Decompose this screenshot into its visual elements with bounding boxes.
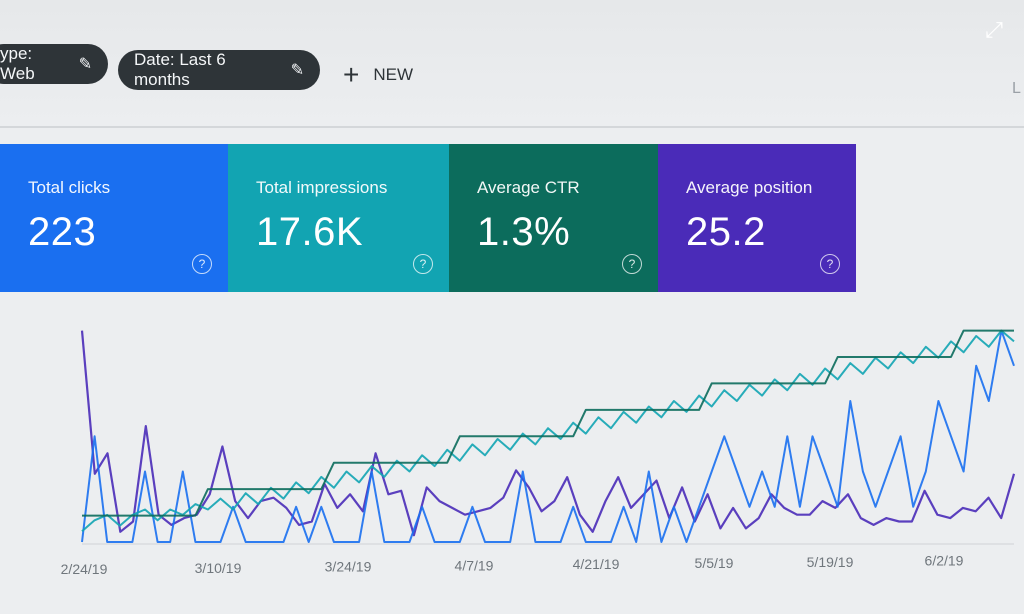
new-filter-button[interactable]: + NEW bbox=[343, 60, 413, 90]
toolbar-divider bbox=[0, 126, 1024, 128]
filter-chip-date-label: Date: Last 6 months bbox=[134, 50, 226, 89]
card-average-ctr[interactable]: Average CTR 1.3% ? bbox=[449, 144, 658, 292]
card-label: Average position bbox=[686, 178, 813, 197]
x-tick-label: 4/21/19 bbox=[573, 556, 620, 572]
x-tick-label: 3/24/19 bbox=[325, 559, 372, 575]
card-total-impressions[interactable]: Total impressions 17.6K ? bbox=[228, 144, 449, 292]
series-line-2 bbox=[81, 329, 1015, 532]
card-value: 1.3% bbox=[477, 210, 571, 254]
x-tick-label: 2/24/19 bbox=[61, 561, 108, 577]
x-tick-label: 6/2/19 bbox=[925, 553, 964, 569]
right-hint-text: L bbox=[1012, 80, 1021, 97]
filter-chip-type[interactable]: ype: Web ✎ bbox=[0, 44, 108, 84]
card-average-position[interactable]: Average position 25.2 ? bbox=[658, 144, 856, 292]
help-circle-icon[interactable]: ? bbox=[622, 254, 642, 274]
x-tick-label: 4/7/19 bbox=[455, 557, 494, 573]
card-value: 25.2 bbox=[686, 210, 766, 254]
help-circle-icon[interactable]: ? bbox=[820, 254, 840, 274]
card-label: Average CTR bbox=[477, 178, 580, 197]
metric-cards: Total clicks 223 ? Total impressions 17.… bbox=[0, 144, 860, 294]
series-line-3 bbox=[82, 329, 1014, 517]
x-tick-label: 3/10/19 bbox=[195, 560, 242, 576]
filter-chip-date[interactable]: Date: Last 6 months ✎ bbox=[118, 50, 320, 90]
performance-chart: 2/24/19 3/10/19 3/24/19 4/7/19 4/21/19 5/5/19… bbox=[0, 296, 1024, 609]
card-value: 223 bbox=[28, 210, 97, 254]
x-tick-label: 5/5/19 bbox=[695, 555, 734, 571]
series-line-1 bbox=[81, 329, 1015, 543]
filter-chip-type-label: ype: Web bbox=[0, 44, 35, 83]
card-label: Total impressions bbox=[256, 178, 388, 197]
card-total-clicks[interactable]: Total clicks 223 ? bbox=[0, 144, 228, 292]
x-tick-label: 5/19/19 bbox=[807, 554, 854, 570]
pencil-icon: ✎ bbox=[78, 56, 92, 73]
chart-svg: 2/24/19 3/10/19 3/24/19 4/7/19 4/21/19 5/5/19… bbox=[61, 329, 1016, 577]
pencil-icon: ✎ bbox=[290, 62, 304, 79]
card-label: Total clicks bbox=[28, 178, 111, 197]
plus-icon: + bbox=[343, 59, 360, 90]
fullscreen-icon[interactable]: ⤢ bbox=[985, 17, 1003, 42]
help-circle-icon[interactable]: ? bbox=[413, 254, 433, 274]
help-circle-icon[interactable]: ? bbox=[192, 254, 212, 274]
new-filter-label: NEW bbox=[373, 65, 414, 84]
card-value: 17.6K bbox=[256, 210, 364, 254]
